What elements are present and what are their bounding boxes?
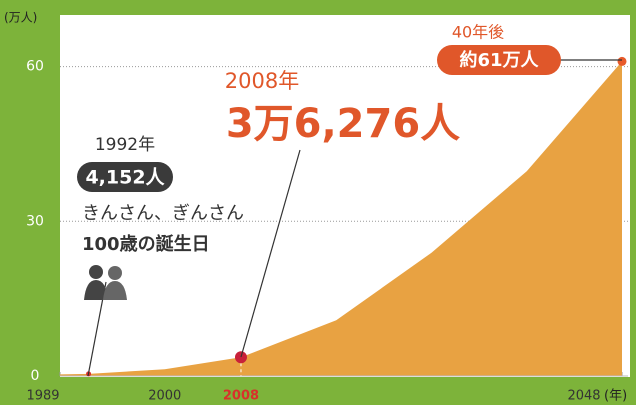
x-tick-label: 2048 xyxy=(567,389,600,404)
y-tick-label: 30 xyxy=(26,213,44,229)
y-axis-label: (万人) xyxy=(4,11,37,25)
y-tick-label: 0 xyxy=(31,368,40,384)
x-tick-label: 2000 xyxy=(148,389,181,404)
x-tick-label: 1989 xyxy=(26,389,59,404)
annotation-count: 3万6,276人 xyxy=(226,101,460,147)
annotation-pill xyxy=(437,45,561,75)
point xyxy=(617,56,627,66)
plot: 0 30 60 xyxy=(26,56,628,384)
annotation-count: 4,152人 xyxy=(85,167,165,189)
annotation-year: 40年後 xyxy=(452,23,504,42)
silhouette-icon xyxy=(84,265,127,300)
x-tick-label: 2008 xyxy=(223,389,259,404)
y-tick-label: 60 xyxy=(26,59,44,75)
callout-line xyxy=(240,149,301,358)
annotation-pill xyxy=(77,162,173,192)
annotation-count: 約61万人 xyxy=(459,49,539,71)
annotation-year: 1992年 xyxy=(95,135,155,155)
annotation-year: 2008年 xyxy=(225,69,299,93)
x-axis-unit: (年) xyxy=(604,389,627,404)
area xyxy=(60,61,622,377)
annotation-text: 100歳の誕生日 xyxy=(82,233,210,255)
point xyxy=(234,351,247,364)
annotation-text: きんさん、ぎんさん xyxy=(82,203,244,224)
